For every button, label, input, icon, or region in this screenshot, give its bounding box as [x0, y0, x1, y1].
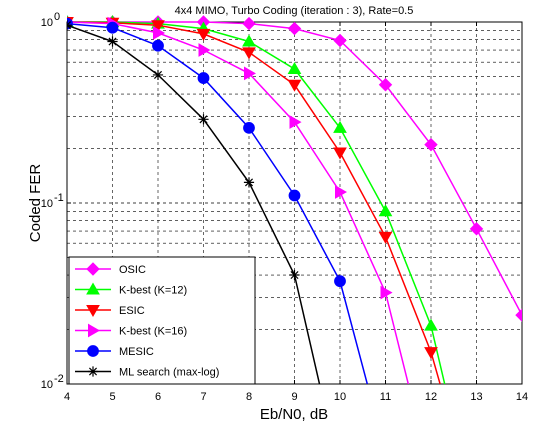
data-point-k-best-k-16 [289, 115, 302, 129]
legend-item: OSIC [75, 262, 146, 276]
series-line-esic [67, 21, 441, 384]
legend-item: ML search (max-log) [75, 366, 219, 379]
data-point-esic [378, 231, 393, 244]
data-point-mesic [288, 189, 301, 202]
data-point-osic [287, 21, 302, 36]
x-tick-label: 4 [64, 391, 70, 403]
legend-item: ESIC [75, 305, 145, 318]
data-point-k-best-k-16 [244, 66, 257, 81]
x-tick-label: 6 [155, 391, 161, 403]
series-line-k-best-k-12 [67, 21, 446, 384]
y-tick-exponent: -2 [54, 373, 64, 385]
data-point-ml-search-max-log [289, 269, 300, 281]
legend-label: ESIC [119, 305, 145, 317]
series-ml-search-max-log [67, 20, 321, 384]
series-k-best-k-16 [67, 16, 410, 384]
data-point-k-best-k-16 [380, 285, 393, 300]
data-point-osic [333, 33, 347, 48]
legend-label: K-best (K=12) [119, 285, 187, 297]
legend-label: K-best (K=16) [119, 326, 187, 338]
series-line-mesic [67, 22, 369, 384]
legend-marker [86, 262, 100, 276]
legend-item: K-best (K=12) [75, 282, 187, 297]
y-axis-label: Coded FER [27, 164, 44, 243]
data-point-osic [424, 137, 438, 152]
y-tick-label: 10 [41, 198, 53, 210]
data-point-k-best-k-16 [153, 26, 166, 40]
legend-marker [86, 305, 100, 318]
data-point-k-best-k-12 [333, 120, 347, 133]
data-point-osic [242, 16, 256, 31]
data-point-k-best-k-12 [424, 318, 438, 331]
x-tick-label: 12 [425, 391, 437, 403]
data-point-esic [333, 147, 347, 160]
data-point-ml-search-max-log [107, 36, 118, 47]
legend-marker [88, 323, 101, 338]
chart-title: 4x4 MIMO, Turbo Coding (iteration : 3), … [175, 5, 414, 17]
legend-marker [87, 345, 99, 357]
data-point-ml-search-max-log [67, 20, 73, 31]
legend-item: K-best (K=16) [75, 323, 187, 338]
y-tick-label: 10 [41, 17, 53, 29]
x-tick-label: 7 [200, 391, 206, 403]
legend-item: MESIC [75, 345, 154, 358]
data-point-mesic [106, 21, 119, 34]
data-point-ml-search-max-log [198, 114, 209, 125]
y-tick-label: 10 [41, 379, 53, 391]
legend-box [68, 256, 256, 385]
x-tick-label: 9 [291, 391, 297, 403]
legend-label: OSIC [119, 264, 146, 276]
legend-marker [87, 366, 99, 377]
data-point-k-best-k-12 [287, 61, 302, 74]
data-point-esic [151, 20, 165, 33]
y-tick-exponent: -1 [54, 192, 64, 204]
data-point-mesic [197, 72, 210, 84]
x-tick-label: 13 [470, 391, 482, 403]
x-tick-label: 11 [380, 391, 391, 403]
x-tick-label: 14 [516, 391, 528, 403]
x-tick-label: 8 [246, 391, 252, 403]
y-tick-exponent: 0 [54, 11, 60, 23]
x-tick-label: 5 [109, 391, 115, 403]
legend-label: MESIC [119, 346, 154, 358]
data-point-osic [515, 308, 522, 322]
data-point-esic [242, 47, 256, 60]
data-point-esic [424, 347, 438, 360]
data-point-mesic [152, 39, 164, 52]
data-point-esic [196, 28, 211, 41]
data-point-osic [469, 222, 484, 236]
data-point-k-best-k-12 [378, 204, 393, 217]
legend-marker [86, 282, 100, 295]
data-point-mesic [334, 275, 346, 288]
data-point-ml-search-max-log [243, 177, 255, 188]
data-point-mesic [243, 121, 255, 134]
legend-label: ML search (max-log) [119, 367, 219, 379]
data-point-k-best-k-16 [335, 185, 348, 199]
x-tick-label: 10 [334, 391, 346, 403]
data-point-k-best-k-12 [242, 34, 256, 47]
x-axis-label: Eb/N0, dB [260, 406, 328, 423]
data-point-osic [378, 78, 393, 92]
data-point-k-best-k-16 [198, 43, 211, 57]
data-point-esic [287, 79, 302, 92]
data-point-ml-search-max-log [152, 69, 164, 81]
